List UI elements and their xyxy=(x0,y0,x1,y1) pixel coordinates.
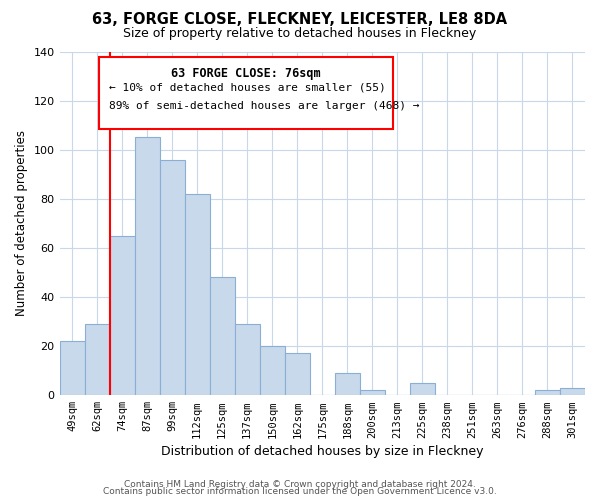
FancyBboxPatch shape xyxy=(99,56,393,129)
Text: 89% of semi-detached houses are larger (468) →: 89% of semi-detached houses are larger (… xyxy=(109,102,420,112)
Text: Contains HM Land Registry data © Crown copyright and database right 2024.: Contains HM Land Registry data © Crown c… xyxy=(124,480,476,489)
Bar xyxy=(535,390,560,395)
Bar xyxy=(85,324,110,395)
Text: 63, FORGE CLOSE, FLECKNEY, LEICESTER, LE8 8DA: 63, FORGE CLOSE, FLECKNEY, LEICESTER, LE… xyxy=(92,12,508,28)
Bar xyxy=(260,346,285,395)
Bar xyxy=(59,341,85,395)
Bar xyxy=(209,278,235,395)
Bar xyxy=(110,236,134,395)
Bar xyxy=(134,138,160,395)
Bar xyxy=(360,390,385,395)
Bar xyxy=(160,160,185,395)
Text: Contains public sector information licensed under the Open Government Licence v3: Contains public sector information licen… xyxy=(103,488,497,496)
Bar xyxy=(185,194,209,395)
Bar xyxy=(560,388,585,395)
X-axis label: Distribution of detached houses by size in Fleckney: Distribution of detached houses by size … xyxy=(161,444,484,458)
Bar xyxy=(335,373,360,395)
Text: Size of property relative to detached houses in Fleckney: Size of property relative to detached ho… xyxy=(124,28,476,40)
Y-axis label: Number of detached properties: Number of detached properties xyxy=(15,130,28,316)
Bar xyxy=(235,324,260,395)
Text: 63 FORGE CLOSE: 76sqm: 63 FORGE CLOSE: 76sqm xyxy=(171,67,321,80)
Bar xyxy=(410,383,435,395)
Bar xyxy=(285,354,310,395)
Text: ← 10% of detached houses are smaller (55): ← 10% of detached houses are smaller (55… xyxy=(109,82,386,92)
